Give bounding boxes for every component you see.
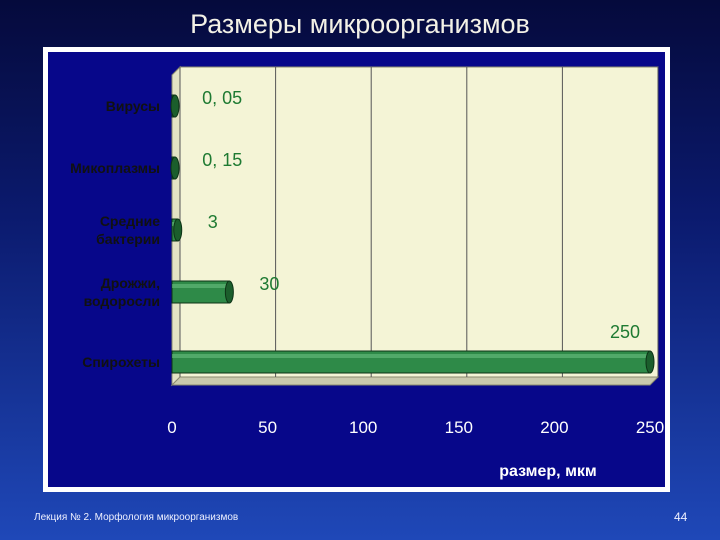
category-label-4-0: Спирохеты xyxy=(82,354,160,370)
data-label-3: 30 xyxy=(259,274,279,294)
category-label-3-0: Дрожжи, xyxy=(101,275,160,291)
footer-lecture-title: Лекция № 2. Морфология микроорганизмов xyxy=(34,512,239,523)
x-tick-label-2: 100 xyxy=(349,418,377,437)
x-tick-label-5: 250 xyxy=(636,418,664,437)
category-label-3-1: водоросли xyxy=(84,293,160,309)
category-label-2-1: бактерии xyxy=(96,231,160,247)
data-label-0: 0, 05 xyxy=(202,88,242,108)
category-label-2-0: Средние xyxy=(100,213,160,229)
x-tick-label-3: 150 xyxy=(445,418,473,437)
bar-4 xyxy=(171,350,655,374)
bar-0 xyxy=(170,94,180,118)
category-label-0-0: Вирусы xyxy=(106,98,160,114)
plot-floor xyxy=(170,376,660,386)
data-label-1: 0, 15 xyxy=(202,150,242,170)
category-label-1-0: Микоплазмы xyxy=(70,160,160,176)
x-tick-label-4: 200 xyxy=(540,418,568,437)
bar-2 xyxy=(171,218,183,242)
x-tick-label-0: 0 xyxy=(167,418,176,437)
data-label-2: 3 xyxy=(208,212,218,232)
bar-1 xyxy=(170,156,180,180)
x-axis-label: размер, мкм xyxy=(499,463,597,480)
plot-back-wall xyxy=(179,66,659,378)
slide-title: Размеры микроорганизмов xyxy=(190,9,530,39)
x-tick-label-1: 50 xyxy=(258,418,277,437)
page-number: 44 xyxy=(674,510,688,524)
bar-3 xyxy=(171,280,234,304)
data-label-4: 250 xyxy=(610,322,640,342)
